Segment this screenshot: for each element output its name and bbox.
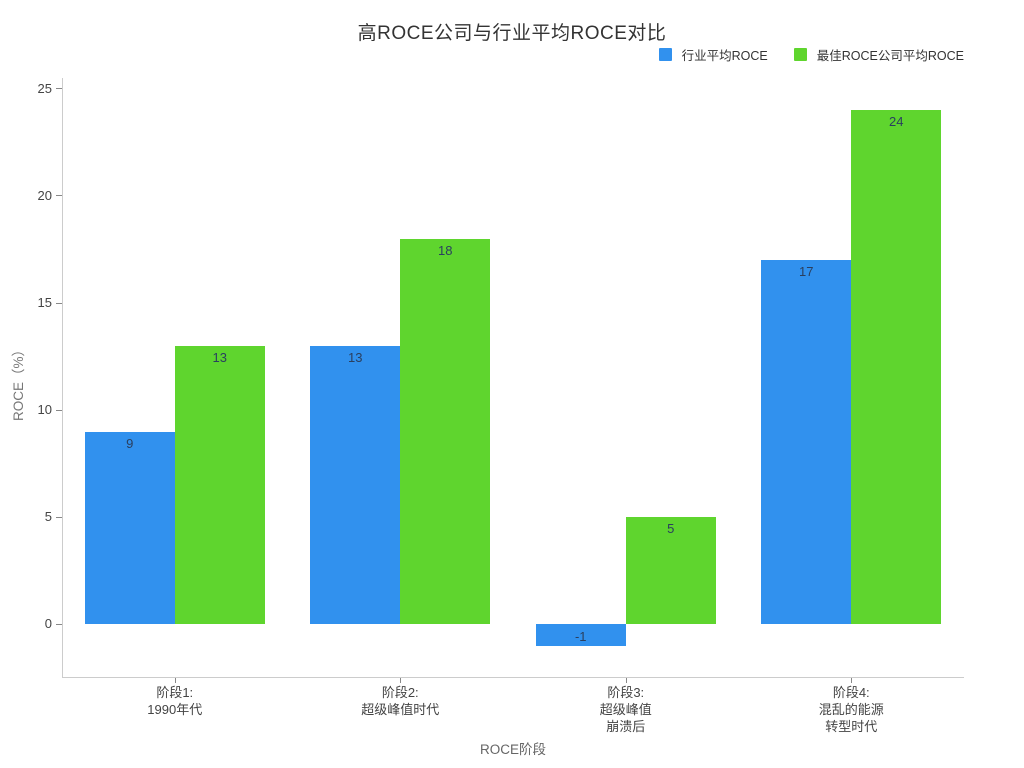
legend-label-industry-avg: 行业平均ROCE	[681, 49, 768, 63]
bar-value-label: 13	[348, 349, 363, 365]
bar-行业平均ROCE-4[interactable]	[761, 260, 852, 625]
x-category-label: 阶段2: 超级峰值时代	[361, 685, 440, 717]
y-axis-line	[62, 78, 63, 677]
bar-value-label: -1	[574, 628, 587, 644]
y-tick-mark	[56, 623, 62, 625]
y-tick-mark	[56, 88, 62, 90]
bar-最佳ROCE公司平均ROCE-2[interactable]	[400, 238, 491, 625]
y-tick-label: 25	[37, 80, 52, 96]
bar-value-label: 9	[126, 435, 134, 451]
y-tick-label: 15	[37, 295, 52, 311]
y-tick-label: 0	[44, 616, 52, 632]
legend-swatch-blue-icon	[658, 48, 672, 61]
bar-行业平均ROCE-3[interactable]	[535, 624, 626, 646]
y-tick-mark	[56, 302, 62, 304]
y-tick-label: 20	[37, 187, 52, 203]
bar-行业平均ROCE-2[interactable]	[310, 345, 401, 625]
bar-最佳ROCE公司平均ROCE-1[interactable]	[174, 345, 265, 625]
bar-value-label: 5	[667, 521, 675, 537]
y-tick-mark	[56, 516, 62, 518]
y-tick-mark	[56, 195, 62, 197]
x-category-label: 阶段4: 混乱的能源 转型时代	[818, 685, 884, 734]
legend-label-best-roce: 最佳ROCE公司平均ROCE	[816, 49, 964, 63]
legend-item-industry-avg[interactable]: 行业平均ROCE	[658, 45, 768, 64]
x-tick-mark	[400, 678, 402, 683]
bar-value-label: 17	[799, 264, 814, 280]
bar-行业平均ROCE-1[interactable]	[84, 431, 175, 625]
bar-value-label: 24	[889, 114, 904, 130]
bar-最佳ROCE公司平均ROCE-4[interactable]	[851, 110, 942, 625]
x-tick-mark	[174, 678, 176, 683]
legend-item-best-roce[interactable]: 最佳ROCE公司平均ROCE	[793, 45, 964, 64]
y-tick-label: 10	[37, 402, 52, 418]
x-category-label: 阶段1: 1990年代	[147, 685, 203, 717]
bar-最佳ROCE公司平均ROCE-3[interactable]	[625, 517, 716, 625]
x-axis-line	[62, 677, 964, 678]
x-category-label: 阶段3: 超级峰值 崩溃后	[599, 685, 652, 734]
x-tick-mark	[851, 678, 853, 683]
x-tick-mark	[625, 678, 627, 683]
bar-value-label: 18	[438, 242, 453, 258]
chart-title: 高ROCE公司与行业平均ROCE对比	[357, 23, 667, 44]
y-tick-mark	[56, 409, 62, 411]
legend: 行业平均ROCE 最佳ROCE公司平均ROCE	[658, 45, 964, 64]
y-axis-title: ROCE（%）	[11, 342, 26, 422]
x-axis-title: ROCE阶段	[479, 742, 546, 757]
y-tick-label: 5	[44, 509, 52, 525]
legend-swatch-green-icon	[793, 48, 807, 61]
bar-value-label: 13	[212, 349, 227, 365]
